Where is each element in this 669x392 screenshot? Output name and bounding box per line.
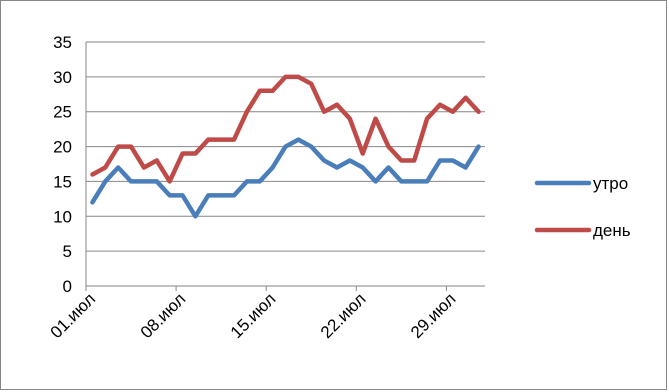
y-tick-label-35: 35 bbox=[53, 33, 72, 52]
y-tick-label-25: 25 bbox=[53, 103, 72, 122]
series-lines bbox=[90, 74, 481, 219]
y-tick-label-15: 15 bbox=[53, 172, 72, 191]
axes bbox=[85, 42, 485, 291]
y-tick-label-30: 30 bbox=[53, 68, 72, 87]
x-tick-label: 01.июл bbox=[47, 289, 100, 342]
series-1 bbox=[90, 137, 481, 219]
legend-label-1: утро bbox=[593, 174, 628, 193]
series-2 bbox=[90, 74, 481, 184]
y-tick-label-20: 20 bbox=[53, 138, 72, 157]
legend-label-2: день bbox=[593, 221, 631, 240]
x-axis-tick-labels: 01.июл 08.июл 15.июл 22.июл 29.июл bbox=[47, 289, 460, 342]
x-tick-label: 22.июл bbox=[317, 289, 370, 342]
y-tick-label-5: 5 bbox=[63, 242, 72, 261]
x-tick-label: 08.июл bbox=[137, 289, 190, 342]
series-line-2 bbox=[90, 74, 481, 184]
x-tick-label: 29.июл bbox=[407, 289, 460, 342]
y-tick-label-0: 0 bbox=[63, 277, 72, 296]
x-tick-label: 15.июл bbox=[227, 289, 280, 342]
y-axis-tick-labels: 0 5 10 15 20 25 30 35 bbox=[53, 33, 72, 296]
y-tick-label-10: 10 bbox=[53, 207, 72, 226]
series-line-1 bbox=[90, 137, 481, 219]
legend: утро день bbox=[534, 174, 631, 240]
